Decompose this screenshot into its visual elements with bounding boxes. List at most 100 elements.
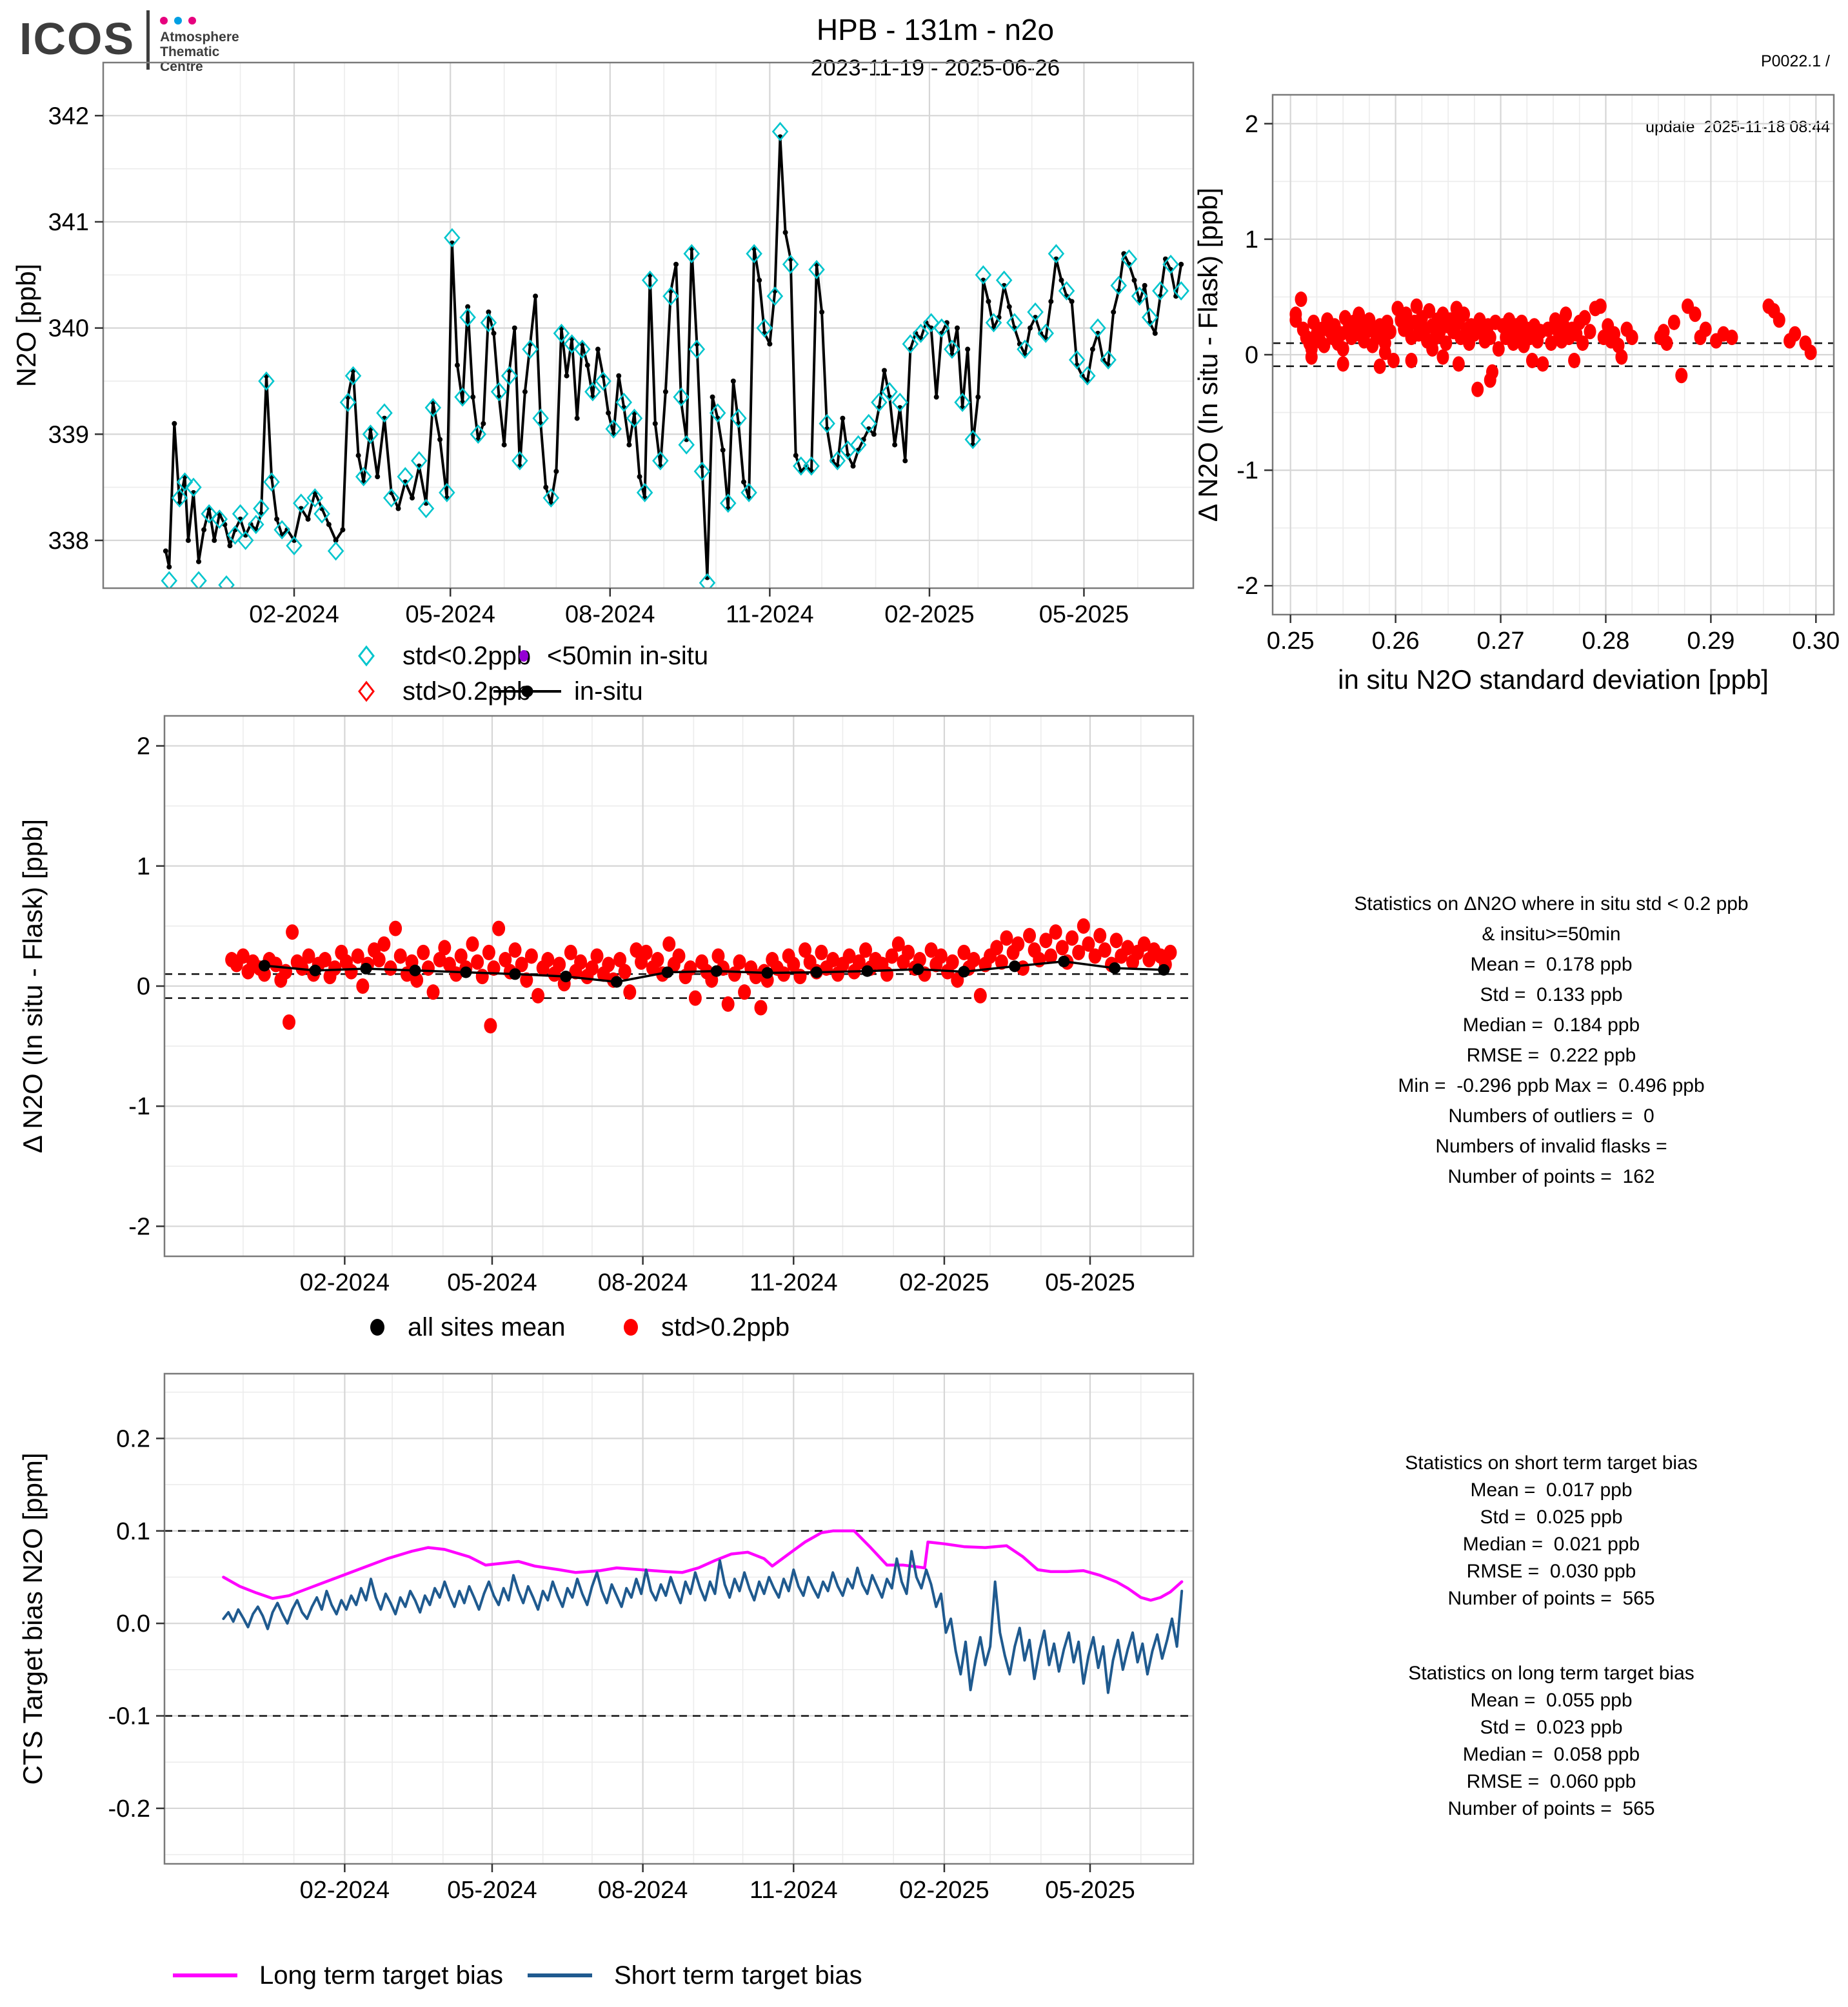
legend-label: std>0.2ppb xyxy=(661,1313,790,1341)
x-tick-label: 08-2024 xyxy=(565,601,655,628)
legend-item-all-sites-mean: all sites mean xyxy=(370,1313,566,1341)
stats-flask-median: Median = 0.184 ppb xyxy=(1462,1014,1640,1036)
y-axis-title: Δ N2O (In situ - Flask) [ppb] xyxy=(17,819,48,1153)
x-tick-label: 05-2024 xyxy=(447,1877,537,1904)
stats-flask-rmse: RMSE = 0.222 ppb xyxy=(1466,1045,1636,1066)
y-tick-label: 2 xyxy=(137,733,150,760)
gridlines xyxy=(1273,95,1834,615)
logo-dot-pink-icon xyxy=(160,17,168,25)
series-flask-comparisons xyxy=(1289,292,1817,397)
stats-flask-minmax: Min = -0.296 ppb Max = 0.496 ppb xyxy=(1398,1075,1705,1096)
x-tick-label: 11-2024 xyxy=(750,1877,838,1904)
logo-line-1: Atmosphere xyxy=(160,30,239,44)
stats-flask-subtitle: & insitu>=50min xyxy=(1482,924,1621,945)
x-tick-label: 05-2024 xyxy=(447,1269,537,1296)
x-tick-label: 08-2024 xyxy=(598,1877,688,1904)
axis-labels: 0.25 0.26 0.27 0.28 0.29 0.30 -2 -1 0 1 2 xyxy=(1237,111,1840,655)
legend-item-in-situ: in-situ xyxy=(493,677,643,706)
stats-flask-std: Std = 0.133 ppb xyxy=(1480,984,1623,1005)
update-timestamp: update 2025-11-18 08:44 xyxy=(1645,118,1830,136)
series-all-sites-mean xyxy=(258,955,1170,988)
stats-short-points: Number of points = 565 xyxy=(1447,1588,1655,1609)
y-tick-label: 0 xyxy=(137,973,150,1000)
delta_vs_std-svg: 0.25 0.26 0.27 0.28 0.29 0.30 -2 -1 0 1 2 in situ N… xyxy=(1197,94,1840,695)
y-tick-label: 0.2 xyxy=(116,1425,150,1452)
title-block: HPB - 131m - n2o 2023-11-19 - 2025-06-26 xyxy=(645,13,1226,81)
x-tick-label: 0.28 xyxy=(1582,628,1629,655)
stats-flask-title: Statistics on ΔN2O where in situ std < 0… xyxy=(1354,893,1749,915)
logo-divider xyxy=(146,10,150,70)
y-tick-label: -0.2 xyxy=(108,1795,150,1823)
stats-long-rmse: RMSE = 0.060 ppb xyxy=(1466,1771,1636,1792)
version-id: P0022.1 / xyxy=(1760,52,1830,70)
y-tick-label: 1 xyxy=(137,853,150,880)
y-tick-label: 339 xyxy=(48,421,89,448)
series-short-term-target-bias xyxy=(222,1550,1184,1694)
x-tick-label: 05-2025 xyxy=(1039,601,1129,628)
legend-label: Long term target bias xyxy=(259,1961,503,1990)
stats-flask-invalid: Numbers of invalid flasks = xyxy=(1435,1136,1667,1157)
gridlines xyxy=(164,1374,1193,1864)
y-tick-label: -1 xyxy=(128,1093,150,1120)
y-tick-label: -2 xyxy=(1237,573,1258,600)
x-tick-label: 05-2024 xyxy=(405,601,495,628)
series-long-term-target-bias xyxy=(222,1529,1184,1602)
delta-timeseries-chart: 02-2024 05-2024 08-2024 11-2024 02-2025 05-20… xyxy=(6,708,1200,1361)
legend-label: all sites mean xyxy=(408,1313,566,1341)
legend-label: std<0.2ppb xyxy=(402,642,531,670)
flask-statistics: Statistics on ΔN2O where in situ std < 0… xyxy=(1251,889,1848,1192)
legend-item-short-term-target-bias: Short term target bias xyxy=(528,1961,862,1990)
stats-long-mean: Mean = 0.055 ppb xyxy=(1470,1690,1633,1711)
logo-dot-pink2-icon xyxy=(188,17,197,25)
y-tick-label: 341 xyxy=(48,209,89,236)
x-tick-label: 02-2024 xyxy=(249,601,339,628)
x-axis-title: in situ N2O standard deviation [ppb] xyxy=(1338,664,1769,695)
page-title: HPB - 131m - n2o xyxy=(816,13,1055,46)
stats-short-title: Statistics on short term target bias xyxy=(1405,1452,1698,1474)
gridlines xyxy=(164,716,1193,1256)
plot-series xyxy=(161,122,1189,588)
n2o_timeseries-svg: 02-2024 05-2024 08-2024 11-2024 02-2025 05-20… xyxy=(11,61,1195,706)
x-tick-label: 05-2025 xyxy=(1045,1877,1135,1904)
x-tick-label: 02-2025 xyxy=(899,1877,989,1904)
y-tick-label: 2 xyxy=(1245,111,1258,138)
axis-labels: 02-2024 05-2024 08-2024 11-2024 02-2025 05-20… xyxy=(128,733,1135,1296)
x-tick-label: 11-2024 xyxy=(750,1269,838,1296)
y-tick-label: 1 xyxy=(1245,226,1258,253)
y-axis-title: CTS Target bias N2O [ppm] xyxy=(17,1452,48,1785)
x-tick-label: 02-2024 xyxy=(300,1269,390,1296)
legend-item--50min-in-situ: <50min in-situ xyxy=(519,642,708,670)
stats-long-title: Statistics on long term target bias xyxy=(1408,1663,1694,1684)
date-range: 2023-11-19 - 2025-06-26 xyxy=(810,55,1060,81)
x-tick-label: 02-2025 xyxy=(899,1269,989,1296)
delta_timeseries-svg: 02-2024 05-2024 08-2024 11-2024 02-2025 05-20… xyxy=(17,715,1195,1341)
stats-short-mean: Mean = 0.017 ppb xyxy=(1470,1479,1633,1501)
x-tick-label: 0.25 xyxy=(1267,628,1315,655)
cts-target-bias-chart: 02-2024 05-2024 08-2024 11-2024 02-2025 05-20… xyxy=(6,1366,1200,2007)
y-axis-title: N2O [ppb] xyxy=(11,264,41,387)
stats-long-points: Number of points = 565 xyxy=(1447,1798,1655,1819)
target-bias-statistics: Statistics on short term target bias Mea… xyxy=(1251,1450,1848,1823)
n2o-timeseries-chart: 02-2024 05-2024 08-2024 11-2024 02-2025 05-20… xyxy=(6,55,1200,709)
legend-item-std-0-2ppb: std>0.2ppb xyxy=(624,1313,790,1341)
plot-series xyxy=(1273,292,1834,397)
y-tick-label: -2 xyxy=(128,1213,150,1240)
plot-border xyxy=(102,61,1195,589)
x-tick-label: 0.27 xyxy=(1477,628,1525,655)
stats-flask-points: Number of points = 162 xyxy=(1447,1166,1655,1187)
x-tick-label: 02-2025 xyxy=(884,601,974,628)
y-tick-label: 0.1 xyxy=(116,1518,150,1545)
delta-vs-std-scatter-chart: 0.25 0.26 0.27 0.28 0.29 0.30 -2 -1 0 1 2 in situ N… xyxy=(1197,55,1845,709)
stats-short-rmse: RMSE = 0.030 ppb xyxy=(1466,1561,1636,1582)
x-tick-label: 08-2024 xyxy=(598,1269,688,1296)
y-tick-label: -0.1 xyxy=(108,1703,150,1730)
x-tick-label: 11-2024 xyxy=(726,601,814,628)
x-tick-label: 02-2024 xyxy=(300,1877,390,1904)
x-tick-label: 0.30 xyxy=(1792,628,1840,655)
y-tick-label: 342 xyxy=(48,103,89,130)
stats-short-median: Median = 0.021 ppb xyxy=(1462,1534,1640,1555)
y-tick-label: -1 xyxy=(1237,457,1258,484)
y-tick-label: 0 xyxy=(1245,342,1258,369)
stats-long-std: Std = 0.023 ppb xyxy=(1480,1717,1623,1738)
target_bias-svg: 02-2024 05-2024 08-2024 11-2024 02-2025 05-20… xyxy=(17,1372,1195,1990)
